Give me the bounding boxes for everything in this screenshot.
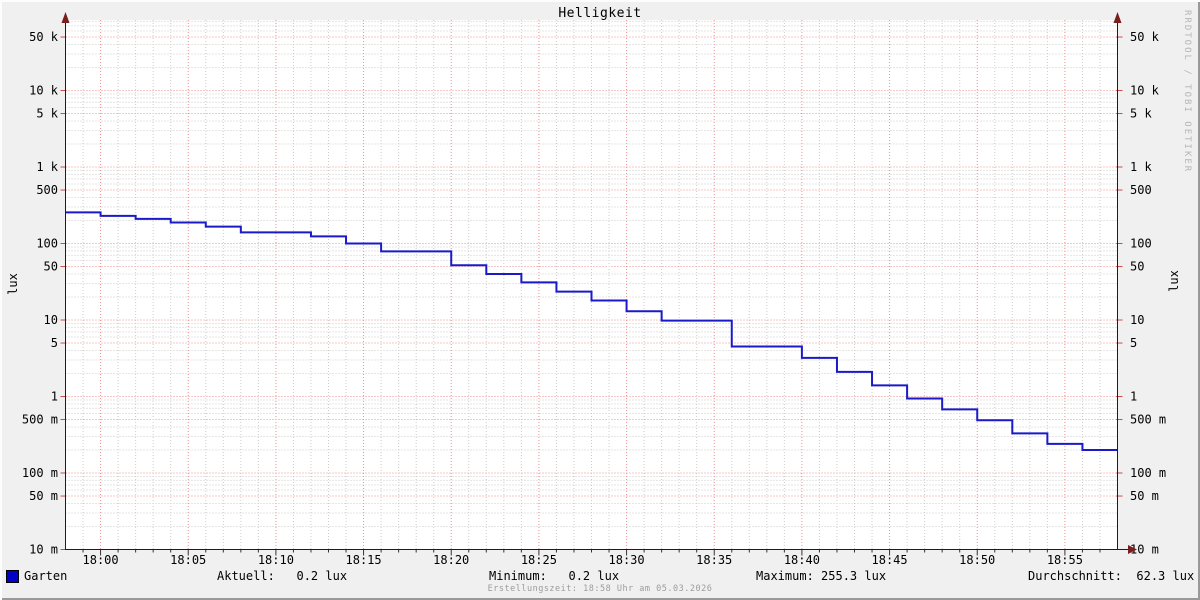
y-tick-label-right: 10 k — [1130, 84, 1160, 98]
watermark: RRDTOOL / TOBI OETIKER — [1182, 10, 1192, 174]
x-tick-label: 18:25 — [521, 553, 557, 567]
y-tick-label-right: 10 — [1130, 313, 1144, 327]
y-tick-label-left: 50 m — [29, 489, 58, 503]
x-tick-label: 18:20 — [433, 553, 469, 567]
y-axis-label-left: lux — [6, 273, 20, 295]
stat-maximum: Maximum: 255.3 lux — [756, 569, 887, 583]
y-tick-label-right: 50 m — [1130, 489, 1159, 503]
y-tick-label-left: 5 — [51, 336, 58, 350]
y-tick-label-right: 1 k — [1130, 160, 1152, 174]
y-tick-label-right: 100 m — [1130, 466, 1166, 480]
x-axis-arrow — [1128, 545, 1137, 554]
y-tick-label-left: 10 — [44, 313, 58, 327]
x-tick-label: 18:55 — [1047, 553, 1083, 567]
x-tick-label: 18:05 — [170, 553, 206, 567]
stat-aktuell: Aktuell: 0.2 lux — [217, 569, 348, 583]
x-tick-label: 18:45 — [872, 553, 908, 567]
y-tick-label-left: 500 m — [22, 413, 58, 427]
x-tick-label: 18:35 — [696, 553, 732, 567]
stat-minimum: Minimum: 0.2 lux — [489, 569, 620, 583]
y-tick-label-left: 10 m — [29, 543, 58, 557]
page-title: Helligkeit — [558, 6, 642, 21]
x-tick-label: 18:00 — [83, 553, 119, 567]
x-tick-label: 18:10 — [258, 553, 294, 567]
y-tick-label-left: 5 k — [36, 107, 58, 121]
x-tick-label: 18:50 — [959, 553, 995, 567]
y-tick-label-right: 500 m — [1130, 413, 1166, 427]
y-tick-label-left: 10 k — [29, 84, 59, 98]
y-tick-label-left: 50 k — [29, 30, 59, 44]
y-tick-label-left: 100 — [36, 237, 58, 251]
y-tick-label-right: 100 — [1130, 237, 1152, 251]
y-tick-label-left: 1 k — [36, 160, 58, 174]
y-axis-arrow-right — [1113, 12, 1122, 23]
y-axis-arrow-left — [61, 12, 70, 23]
stat-durchschnitt: Durchschnitt: 62.3 lux — [1028, 569, 1195, 583]
y-tick-label-left: 50 — [44, 260, 58, 274]
x-tick-label: 18:30 — [609, 553, 645, 567]
creation-time: Erstellungszeit: 18:58 Uhr am 05.03.2026 — [487, 584, 713, 594]
y-tick-label-right: 1 — [1130, 390, 1137, 404]
series-line-garten — [65, 211, 1118, 451]
legend-swatch — [6, 570, 19, 583]
y-tick-label-right: 5 k — [1130, 107, 1152, 121]
legend-series-label: Garten — [24, 569, 68, 583]
y-axis-label-right: lux — [1167, 270, 1181, 292]
y-tick-label-right: 10 m — [1130, 543, 1159, 557]
y-tick-label-left: 1 — [51, 390, 58, 404]
y-tick-label-right: 50 — [1130, 260, 1144, 274]
x-tick-label: 18:40 — [784, 553, 820, 567]
y-tick-label-left: 500 — [36, 183, 58, 197]
y-tick-label-right: 500 — [1130, 183, 1152, 197]
x-tick-label: 18:15 — [346, 553, 382, 567]
y-tick-label-right: 50 k — [1130, 30, 1160, 44]
y-tick-label-right: 5 — [1130, 336, 1137, 350]
y-tick-label-left: 100 m — [22, 466, 58, 480]
